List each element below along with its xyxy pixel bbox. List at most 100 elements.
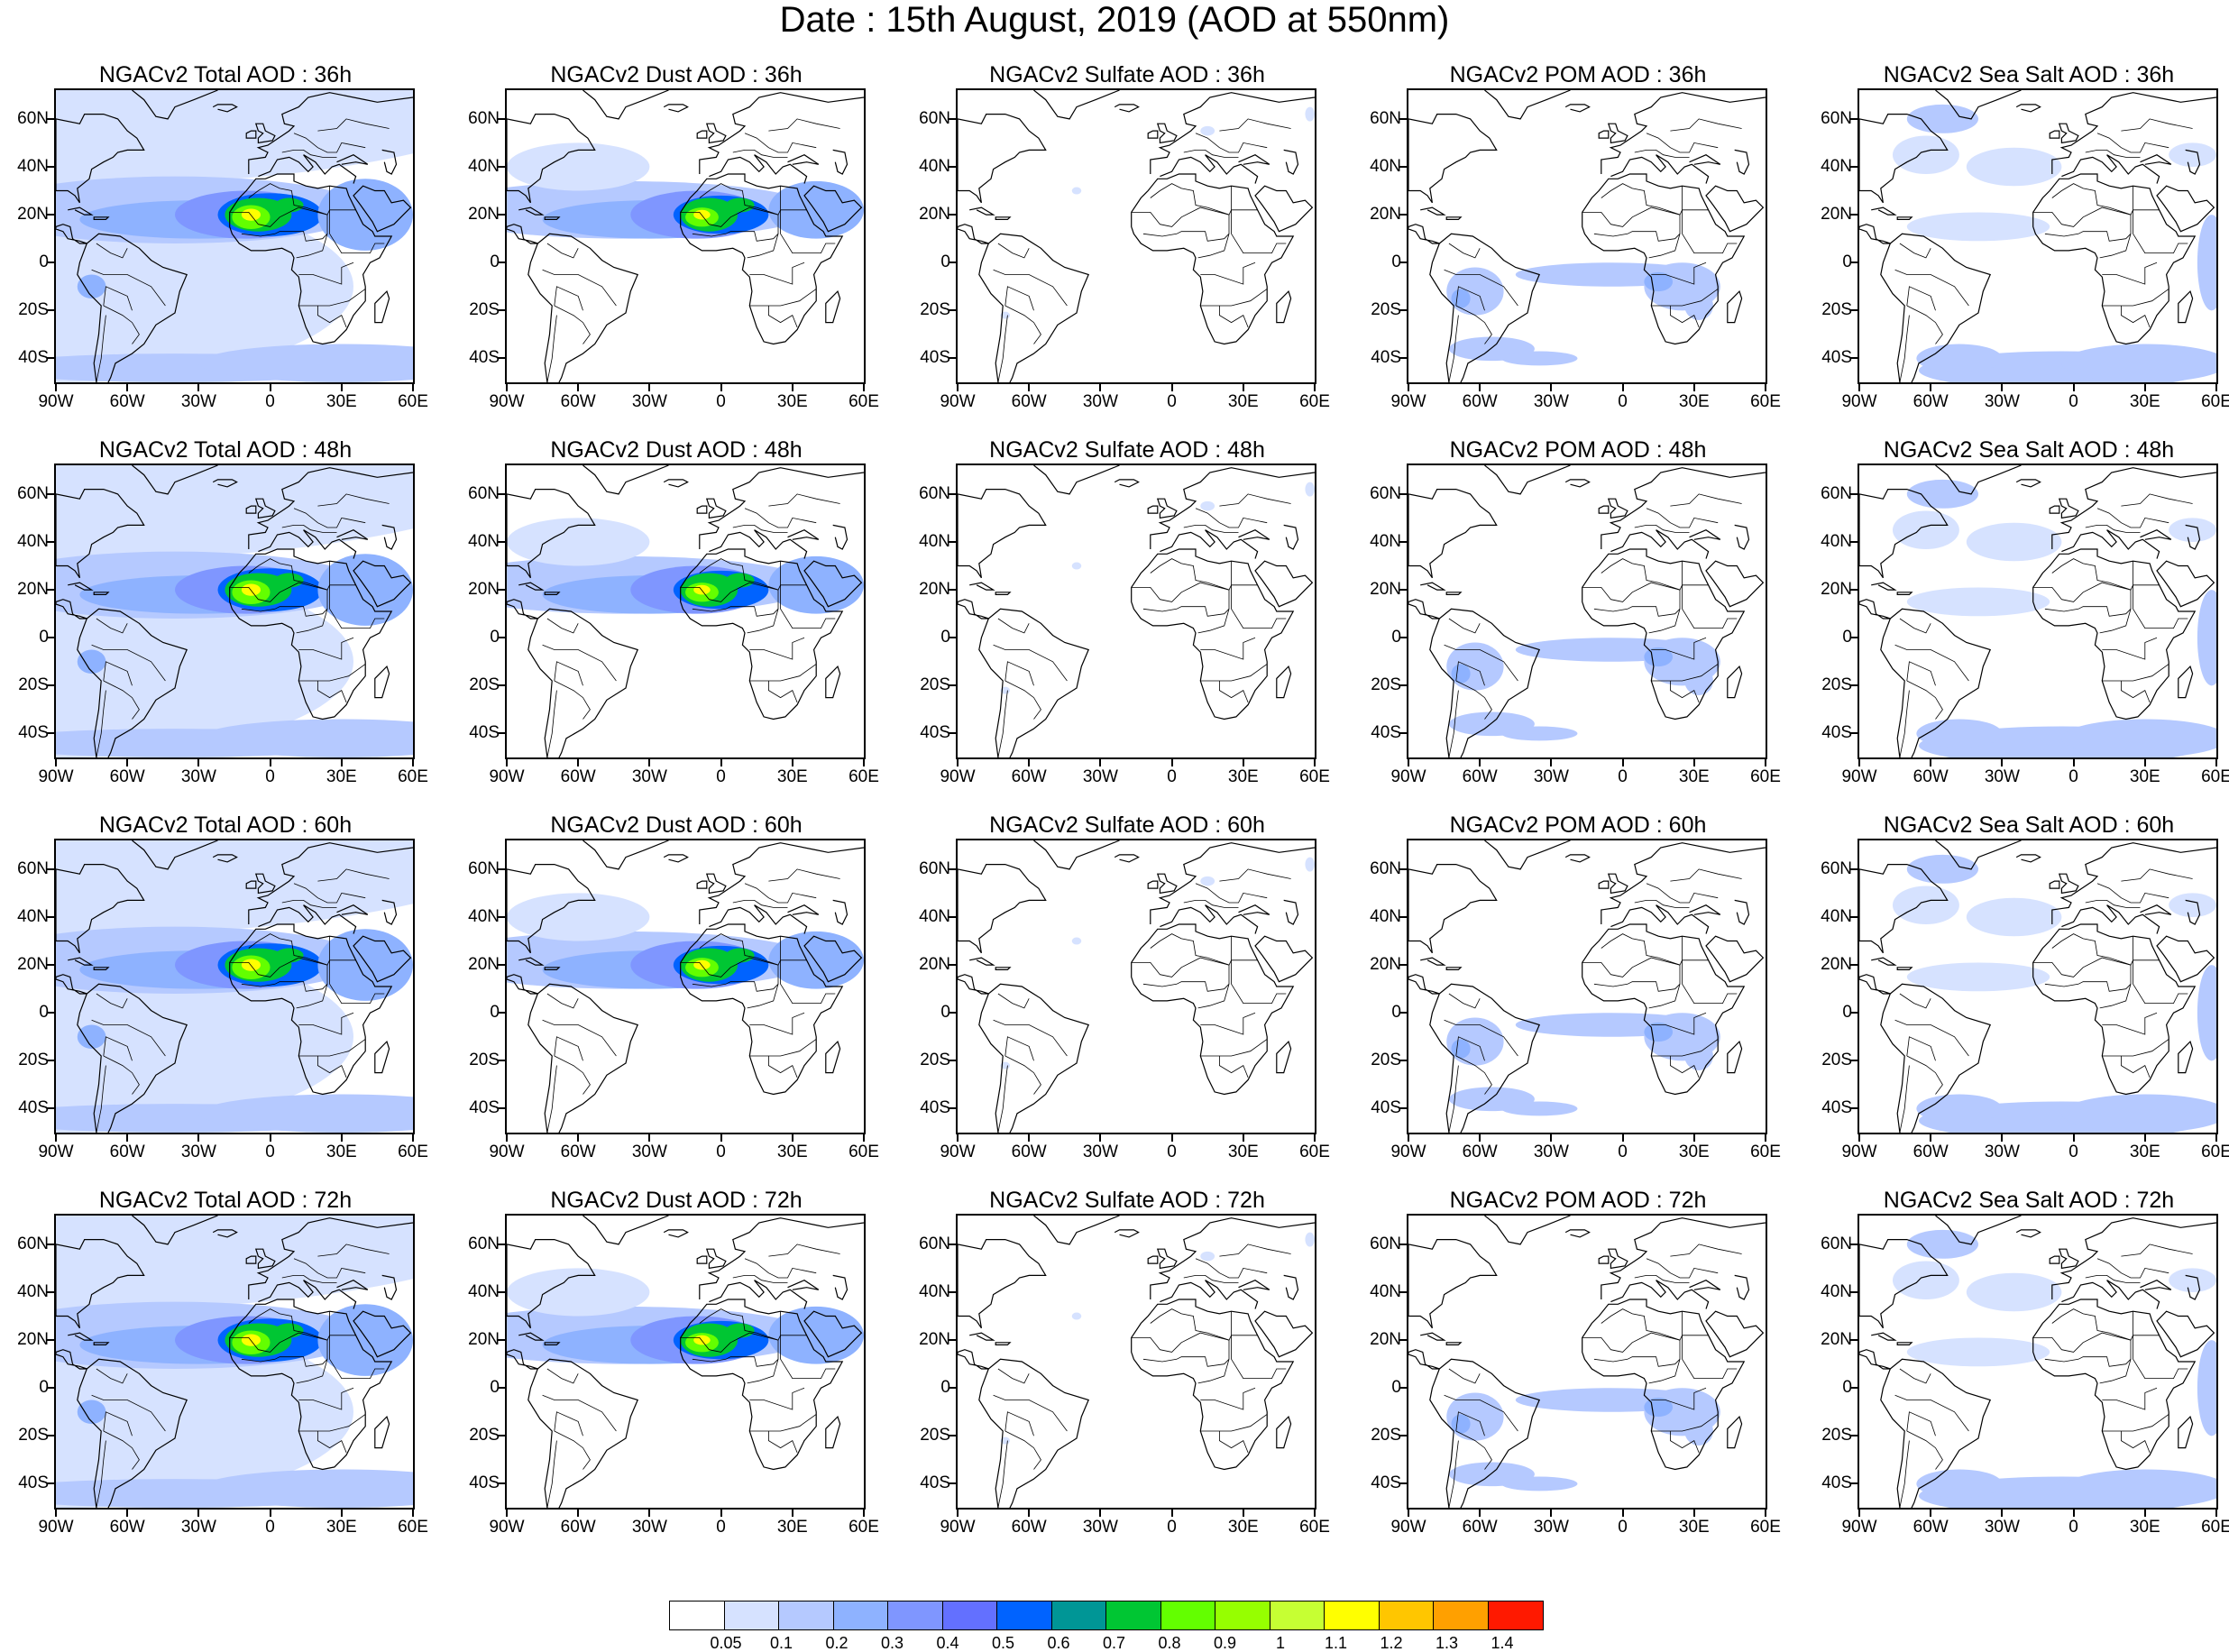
coastline-caspianSea xyxy=(381,1274,398,1300)
coastline-arabia xyxy=(1705,1310,1765,1358)
country-border xyxy=(1195,508,1268,528)
lon-tick xyxy=(506,1510,508,1517)
coastline-africa xyxy=(680,548,844,720)
coastline-ireland xyxy=(696,880,708,889)
lat-tick-label: 20S xyxy=(469,1051,500,1070)
lon-tick-label: 60E xyxy=(398,1518,428,1537)
lon-tick-label: 60W xyxy=(109,767,145,786)
country-border xyxy=(2133,186,2188,254)
aod-shading xyxy=(1906,479,1978,509)
lat-tick xyxy=(1850,1435,1858,1437)
country-border xyxy=(2085,150,2141,158)
country-border xyxy=(1601,1308,1681,1384)
lat-tick xyxy=(1850,637,1858,639)
lat-tick-label: 0 xyxy=(490,628,500,647)
coastline-caspianSea xyxy=(381,899,398,925)
lat-tick xyxy=(498,1387,505,1390)
lon-tick xyxy=(1170,384,1173,391)
country-border xyxy=(2044,1356,2132,1367)
coastline-southAmerica xyxy=(1429,233,1541,382)
lat-tick xyxy=(47,915,54,918)
colorbar-swatch xyxy=(1270,1602,1325,1629)
lat-tick-label: 40S xyxy=(1821,1098,1852,1118)
coastline-europe xyxy=(1150,467,1315,549)
country-border xyxy=(2121,493,2193,507)
country-border xyxy=(316,681,347,703)
aod-shading xyxy=(103,111,390,151)
aod-shading xyxy=(198,719,413,757)
country-border xyxy=(1200,1012,1256,1035)
map-panel-seasalt-3: NGACv2 Sea Salt AOD : 60h 60N 40N 20N 0 20S 40… xyxy=(1803,812,2229,1189)
lon-tick xyxy=(1692,1134,1695,1142)
lat-tick-label: 20S xyxy=(469,1426,500,1446)
coastline-africa xyxy=(2032,1299,2197,1471)
coastline-arabia xyxy=(353,935,412,983)
coastline-cuba xyxy=(518,206,545,216)
lat-tick-label: 20S xyxy=(1821,675,1852,695)
coastline-blackSea xyxy=(1689,904,1721,915)
coastline-centralAmerica xyxy=(56,974,87,995)
lat-tick xyxy=(1850,867,1858,870)
lon-tick-label: 30E xyxy=(2129,1518,2160,1537)
country-border xyxy=(2102,664,2169,682)
lon-tick xyxy=(863,384,865,391)
aod-shading xyxy=(768,555,864,614)
country-border xyxy=(1200,664,1268,682)
coastline-cuba xyxy=(68,582,94,591)
lon-tick xyxy=(1242,759,1244,766)
lon-tick xyxy=(1930,1510,1932,1517)
country-border xyxy=(749,289,817,307)
country-border xyxy=(1231,561,1287,629)
country-border xyxy=(2085,1275,2141,1283)
lat-tick xyxy=(1399,214,1407,216)
lon-tick-label: 0 xyxy=(2068,1518,2078,1537)
lat-tick-label: 40N xyxy=(1821,531,1852,551)
country-border xyxy=(1004,661,1034,686)
coastline-caspianSea xyxy=(1734,1274,1750,1300)
aod-shading xyxy=(2197,1340,2216,1436)
lon-tick xyxy=(720,1510,722,1517)
aod-shading xyxy=(241,583,261,596)
lon-tick xyxy=(1858,1134,1860,1142)
coastline-hispaniola xyxy=(1896,967,1913,970)
colorbar-label: 1.1 xyxy=(1324,1634,1348,1652)
panel-title: NGACv2 Sulfate AOD : 48h xyxy=(989,437,1265,463)
lat-tick xyxy=(47,1339,54,1342)
lon-tick xyxy=(55,1510,57,1517)
coastline-caspianSea xyxy=(1283,899,1299,925)
lat-tick-label: 0 xyxy=(1842,252,1852,272)
aod-shading xyxy=(274,1323,304,1338)
coastline-africa xyxy=(1582,173,1746,345)
aod-shading xyxy=(725,1323,755,1338)
coastline-caspianSea xyxy=(2185,524,2201,550)
lon-tick xyxy=(577,1510,580,1517)
country-border xyxy=(680,1332,807,1353)
lat-tick xyxy=(47,309,54,312)
country-border xyxy=(749,262,805,285)
lon-tick xyxy=(126,1510,129,1517)
lon-tick xyxy=(1930,384,1932,391)
lat-tick-label: 20N xyxy=(919,205,950,225)
country-border xyxy=(554,286,583,311)
coastline-cuba xyxy=(969,582,995,591)
aod-shading xyxy=(1305,1232,1315,1247)
lon-tick xyxy=(720,1134,722,1142)
coastline-caspianSea xyxy=(1734,899,1750,925)
lat-tick-label: 40N xyxy=(468,1281,500,1301)
coastline-iberiaMed xyxy=(1160,1280,1259,1309)
aod-shading xyxy=(1071,937,1082,945)
lon-tick-label: 30W xyxy=(631,392,667,411)
country-border xyxy=(1004,680,1041,720)
coastline-hispaniola xyxy=(995,216,1012,220)
country-border xyxy=(298,289,366,307)
lat-tick-label: 20N xyxy=(17,1330,49,1350)
country-border xyxy=(91,1394,166,1432)
colorbar-label: 0.5 xyxy=(991,1634,1015,1652)
country-border xyxy=(1593,231,1681,242)
coastline-ireland xyxy=(2049,880,2060,889)
lon-tick xyxy=(1028,384,1031,391)
lat-tick-label: 40N xyxy=(1370,1281,1401,1301)
lat-tick-label: 40S xyxy=(469,348,500,368)
coastline-hispaniola xyxy=(544,592,561,595)
lat-tick xyxy=(949,1482,956,1485)
